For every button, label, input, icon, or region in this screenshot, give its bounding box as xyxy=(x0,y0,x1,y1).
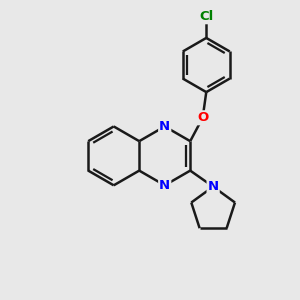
Text: N: N xyxy=(159,179,170,192)
Text: O: O xyxy=(197,111,208,124)
Text: N: N xyxy=(208,180,219,193)
Text: Cl: Cl xyxy=(199,10,213,23)
Text: N: N xyxy=(159,120,170,133)
